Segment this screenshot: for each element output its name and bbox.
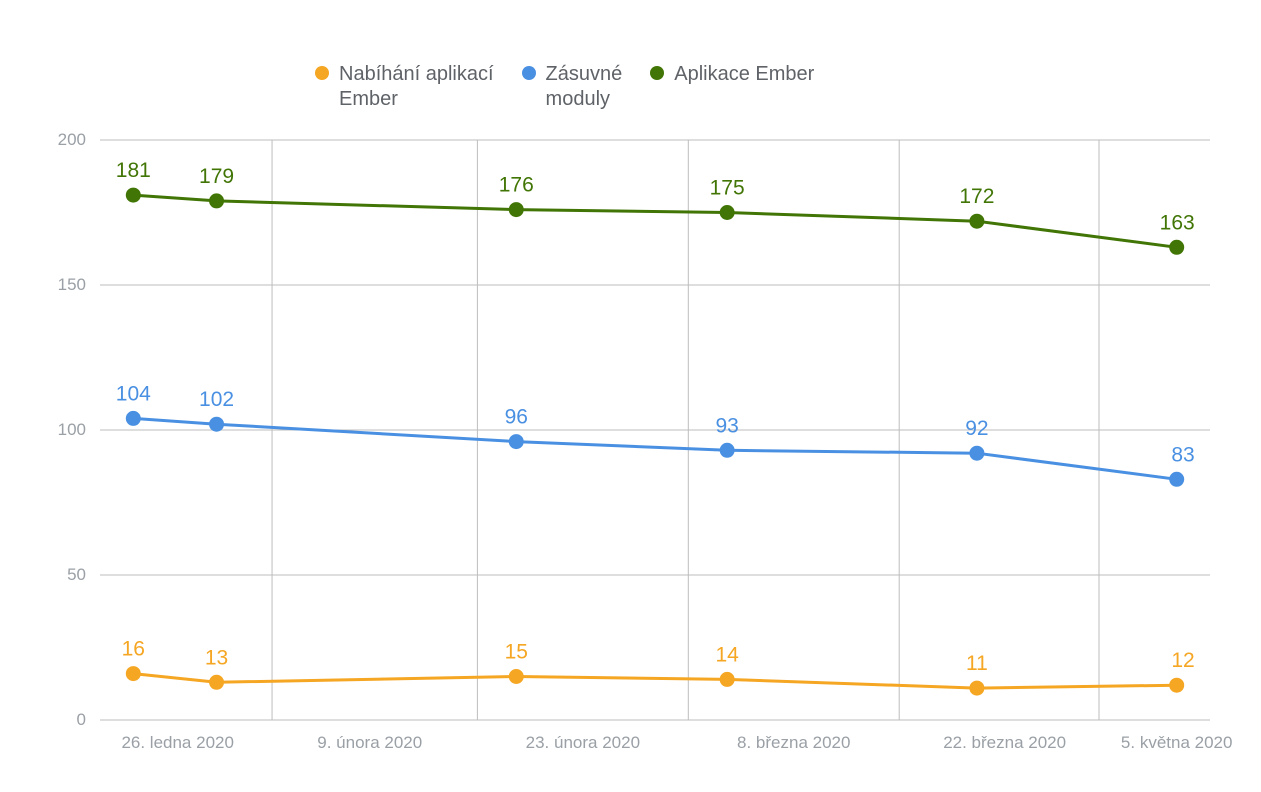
data-label-nabihani: 15: [505, 641, 528, 664]
series-point-aplikace: [509, 203, 523, 217]
legend-label: Zásuvné moduly: [546, 62, 623, 112]
data-label-zasuvne: 83: [1171, 443, 1194, 466]
series-point-nabihani: [126, 667, 140, 681]
series-point-nabihani: [1170, 678, 1184, 692]
x-tick-label: 8. března 2020: [737, 733, 850, 752]
series-point-zasuvne: [720, 443, 734, 457]
series-point-zasuvne: [210, 417, 224, 431]
data-label-zasuvne: 93: [715, 414, 738, 437]
series-point-nabihani: [970, 681, 984, 695]
line-chart: 0 50 100 150 200 26. ledna 2020 9. února 2020 2…: [0, 0, 1261, 792]
series-point-zasuvne: [509, 435, 523, 449]
data-label-aplikace: 181: [116, 159, 151, 182]
series-point-zasuvne: [970, 446, 984, 460]
series-point-aplikace: [210, 194, 224, 208]
legend-swatch-icon: [650, 66, 664, 80]
x-tick-label: 5. května 2020: [1121, 733, 1233, 752]
data-label-aplikace: 175: [710, 177, 745, 200]
y-tick-label: 0: [77, 710, 86, 729]
x-tick-label: 9. února 2020: [317, 733, 422, 752]
y-tick-label: 50: [67, 565, 86, 584]
data-label-zasuvne: 96: [505, 406, 528, 429]
data-label-zasuvne: 104: [116, 382, 151, 405]
series-point-aplikace: [1170, 240, 1184, 254]
chart-canvas: 0 50 100 150 200 26. ledna 2020 9. února 2020 2…: [0, 0, 1261, 792]
data-label-nabihani: 11: [966, 652, 988, 675]
legend-item-zasuvne[interactable]: Zásuvné moduly: [522, 62, 623, 112]
data-label-nabihani: 16: [122, 638, 145, 661]
legend-item-nabihani[interactable]: Nabíhání aplikací Ember: [315, 62, 494, 112]
series-point-aplikace: [720, 206, 734, 220]
y-tick-label: 150: [58, 275, 86, 294]
data-label-aplikace: 179: [199, 165, 234, 188]
x-tick-label: 26. ledna 2020: [121, 733, 234, 752]
series-point-zasuvne: [126, 411, 140, 425]
series-point-nabihani: [210, 675, 224, 689]
data-label-nabihani: 13: [205, 646, 228, 669]
legend-swatch-icon: [315, 66, 329, 80]
series-point-nabihani: [720, 672, 734, 686]
y-tick-label: 200: [58, 130, 86, 149]
legend-label: Aplikace Ember: [674, 62, 814, 87]
data-label-aplikace: 163: [1160, 211, 1195, 234]
data-label-nabihani: 12: [1171, 649, 1194, 672]
y-tick-label: 100: [58, 420, 86, 439]
series-point-zasuvne: [1170, 472, 1184, 486]
series-point-aplikace: [126, 188, 140, 202]
series-point-aplikace: [970, 214, 984, 228]
data-label-aplikace: 172: [959, 185, 994, 208]
data-label-nabihani: 14: [715, 643, 739, 666]
data-label-zasuvne: 102: [199, 388, 234, 411]
legend-label: Nabíhání aplikací Ember: [339, 62, 494, 112]
series-point-nabihani: [509, 670, 523, 684]
data-label-aplikace: 176: [499, 174, 534, 197]
data-label-zasuvne: 92: [965, 417, 988, 440]
x-tick-label: 22. března 2020: [943, 733, 1066, 752]
chart-legend: Nabíhání aplikací Ember Zásuvné moduly Apl…: [315, 62, 814, 112]
legend-item-aplikace[interactable]: Aplikace Ember: [650, 62, 814, 87]
x-tick-label: 23. února 2020: [526, 733, 640, 752]
legend-swatch-icon: [522, 66, 536, 80]
